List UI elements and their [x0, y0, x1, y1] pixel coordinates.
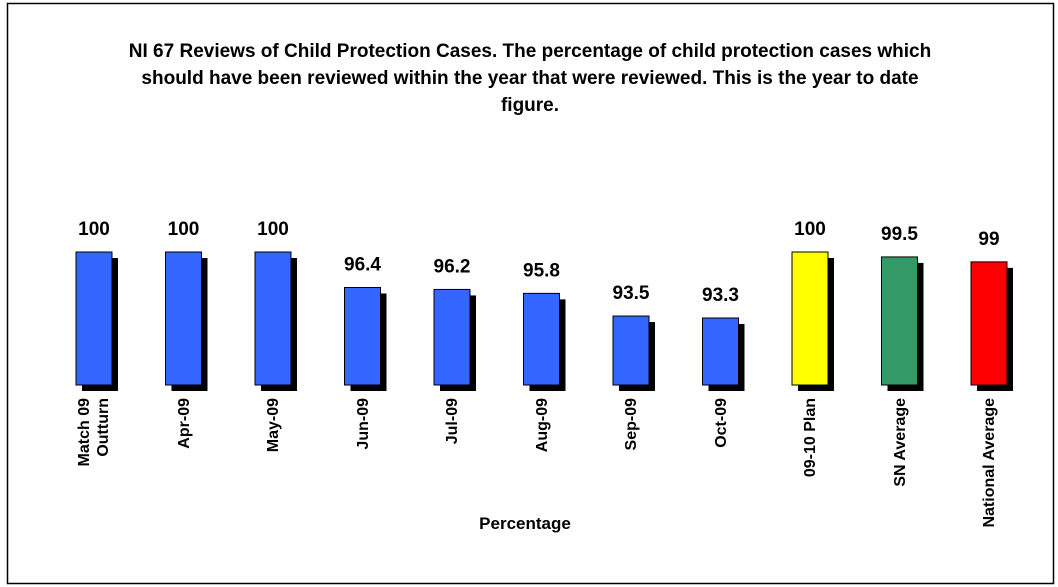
- value-label: 100: [257, 219, 289, 240]
- value-label: 93.5: [613, 283, 650, 304]
- value-label: 100: [78, 219, 110, 240]
- x-tick-label: Jul-09: [443, 398, 461, 445]
- x-tick-label: Oct-09: [712, 398, 729, 448]
- value-label: 99.5: [881, 224, 918, 245]
- value-label: 96.4: [344, 254, 381, 275]
- value-label: 93.3: [702, 285, 739, 306]
- bar: [75, 251, 113, 386]
- x-tick-label: National Average: [980, 398, 998, 528]
- x-tick-label: Sep-09: [622, 398, 640, 451]
- bar: [523, 292, 560, 386]
- value-label: 100: [168, 219, 200, 240]
- x-tick-label: Match 09 Outturn: [76, 398, 112, 467]
- x-tick-label: May-09: [264, 398, 282, 453]
- bar: [165, 251, 202, 386]
- bar: [433, 288, 471, 386]
- bar: [702, 317, 739, 386]
- x-tick-label: 09-10 Plan: [801, 398, 819, 478]
- bar: [254, 251, 292, 386]
- frame: [6, 2, 1055, 585]
- chart-title: NI 67 Reviews of Child Protection Cases.…: [128, 41, 932, 116]
- x-tick-label: SN Average: [891, 398, 908, 487]
- bar: [791, 251, 829, 386]
- bar: [881, 256, 918, 386]
- value-label: 96.2: [434, 256, 471, 277]
- value-label: 95.8: [523, 260, 560, 281]
- value-label: 100: [794, 219, 826, 240]
- value-label: 99: [978, 229, 999, 250]
- bar: [344, 286, 381, 386]
- bar: [970, 261, 1008, 386]
- x-tick-label: Apr-09: [175, 398, 192, 449]
- x-tick-label: Jun-09: [354, 398, 371, 450]
- x-tick-label: Aug-09: [533, 398, 550, 453]
- bar: [612, 315, 650, 386]
- x-axis-title: Percentage: [479, 514, 571, 533]
